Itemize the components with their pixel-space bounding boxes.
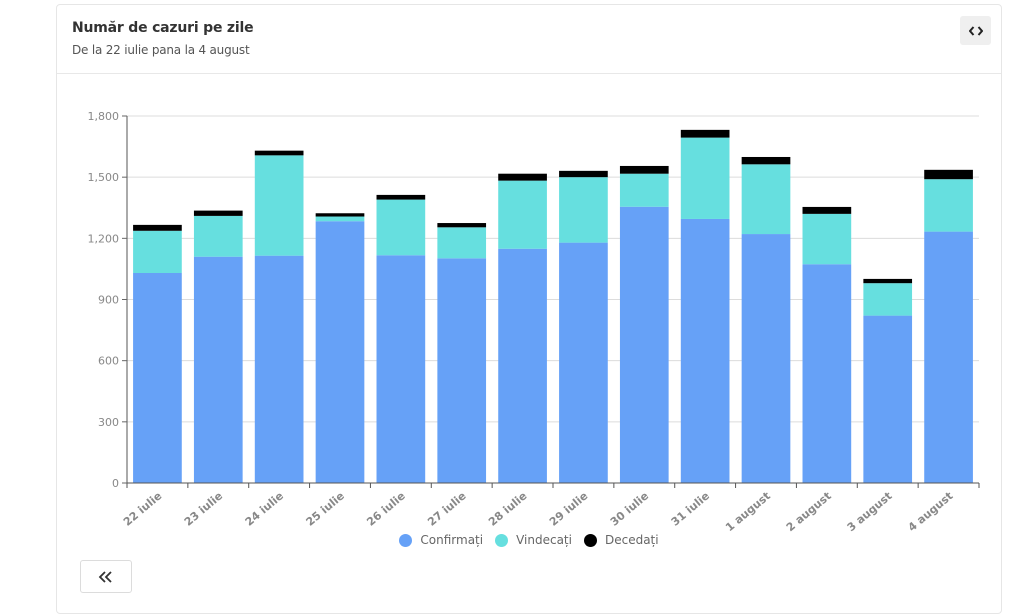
- legend-label: Confirmați: [420, 533, 484, 547]
- chart-legend: Confirmați Vindecați Decedați: [0, 533, 1024, 547]
- bar-recovered[interactable]: [924, 179, 973, 232]
- bar-stack: [924, 169, 973, 483]
- bar-recovered[interactable]: [680, 137, 730, 219]
- legend-label: Decedați: [604, 533, 659, 547]
- legend-label: Vindecați: [516, 533, 572, 547]
- bar-deceased[interactable]: [133, 224, 182, 231]
- x-tick-label: 3 august: [845, 489, 895, 534]
- bar-confirmed[interactable]: [315, 221, 365, 483]
- bar-recovered[interactable]: [254, 155, 304, 256]
- bar-confirmed[interactable]: [863, 315, 913, 483]
- y-tick-label: 1,200: [88, 232, 120, 245]
- code-brackets-icon: [968, 25, 983, 36]
- x-tick-label: 2 august: [784, 489, 834, 534]
- y-tick-label: 300: [98, 416, 119, 429]
- bar-stack: [437, 223, 487, 483]
- bar-deceased[interactable]: [680, 129, 730, 138]
- x-tick-label: 22 iulie: [121, 489, 164, 528]
- bar-deceased[interactable]: [254, 150, 304, 156]
- embed-code-button[interactable]: [960, 16, 991, 45]
- x-tick-label: 1 august: [723, 489, 773, 534]
- x-tick-label: 30 iulie: [608, 489, 651, 528]
- bar-recovered[interactable]: [437, 227, 487, 259]
- bar-stack: [376, 194, 426, 483]
- bar-deceased[interactable]: [924, 169, 973, 180]
- bar-recovered[interactable]: [619, 173, 669, 207]
- x-tick-label: 4 august: [906, 489, 956, 534]
- bar-confirmed[interactable]: [741, 234, 791, 483]
- bar-deceased[interactable]: [802, 206, 852, 214]
- y-axis-ticks: 0 300 600 900 1,200 1,500 1,800: [88, 110, 127, 490]
- bar-confirmed[interactable]: [680, 218, 730, 484]
- bar-stack: [498, 173, 547, 483]
- bar-stack: [680, 129, 730, 484]
- bar-recovered[interactable]: [559, 177, 608, 243]
- bar-recovered[interactable]: [193, 215, 243, 257]
- legend-marker-icon: [583, 533, 597, 547]
- x-tick-label: 28 iulie: [486, 489, 529, 528]
- y-tick-label: 900: [98, 294, 119, 307]
- bar-confirmed[interactable]: [924, 231, 973, 483]
- x-tick-label: 31 iulie: [669, 489, 712, 528]
- bar-stack: [863, 278, 913, 483]
- bar-deceased[interactable]: [741, 156, 791, 165]
- legend-item[interactable]: Decedați: [583, 533, 659, 547]
- bars: [133, 129, 973, 484]
- y-tick-label: 1,800: [88, 110, 120, 123]
- bar-deceased[interactable]: [437, 223, 487, 228]
- bar-recovered[interactable]: [315, 216, 365, 222]
- bar-recovered[interactable]: [498, 180, 547, 249]
- bar-confirmed[interactable]: [559, 242, 608, 483]
- y-tick-label: 600: [98, 355, 119, 368]
- bar-stack: [133, 224, 182, 483]
- y-tick-label: 0: [112, 477, 119, 490]
- bar-deceased[interactable]: [193, 210, 243, 216]
- bar-deceased[interactable]: [619, 165, 669, 174]
- x-tick-label: 29 iulie: [547, 489, 590, 528]
- x-tick-label: 25 iulie: [304, 489, 347, 528]
- x-tick-label: 27 iulie: [425, 489, 468, 528]
- double-chevron-left-icon: [98, 570, 112, 583]
- bar-stack: [193, 210, 243, 483]
- bar-confirmed[interactable]: [376, 255, 426, 483]
- bar-confirmed[interactable]: [619, 206, 669, 483]
- bar-stack: [254, 150, 304, 483]
- legend-marker-icon: [495, 533, 509, 547]
- bar-confirmed[interactable]: [437, 258, 487, 483]
- x-tick-label: 26 iulie: [364, 489, 407, 528]
- bar-confirmed[interactable]: [254, 255, 304, 483]
- bar-deceased[interactable]: [376, 194, 426, 200]
- x-tick-label: 23 iulie: [182, 489, 225, 528]
- bar-deceased[interactable]: [863, 278, 913, 284]
- bar-confirmed[interactable]: [193, 256, 243, 483]
- legend-item[interactable]: Vindecați: [495, 533, 572, 547]
- x-tick-label: 24 iulie: [243, 489, 286, 528]
- bar-stack: [619, 165, 669, 483]
- bar-confirmed[interactable]: [133, 272, 182, 483]
- bar-recovered[interactable]: [376, 199, 426, 256]
- bar-stack: [315, 213, 365, 483]
- bar-confirmed[interactable]: [498, 248, 547, 483]
- x-axis-ticks: 22 iulie 23 iulie 24 iulie 25 iulie 26 iulie…: [121, 483, 980, 534]
- bar-deceased[interactable]: [559, 170, 608, 178]
- bar-deceased[interactable]: [498, 173, 547, 181]
- bar-recovered[interactable]: [802, 213, 852, 265]
- chart-title: Număr de cazuri pe zile: [72, 20, 254, 36]
- card-header: Număr de cazuri pe zile De la 22 iulie p…: [57, 5, 1001, 74]
- bar-stack: [802, 206, 852, 483]
- bar-recovered[interactable]: [741, 164, 791, 235]
- bar-recovered[interactable]: [863, 283, 913, 316]
- bar-stack: [559, 170, 608, 483]
- bar-stack: [741, 156, 791, 483]
- bar-recovered[interactable]: [133, 230, 182, 273]
- legend-item[interactable]: Confirmați: [399, 533, 483, 547]
- bar-deceased[interactable]: [315, 213, 365, 217]
- chart-subtitle: De la 22 iulie pana la 4 august: [72, 43, 250, 57]
- collapse-button[interactable]: [80, 560, 132, 593]
- bar-confirmed[interactable]: [802, 264, 852, 483]
- y-tick-label: 1,500: [88, 171, 120, 184]
- legend-marker-icon: [399, 533, 413, 547]
